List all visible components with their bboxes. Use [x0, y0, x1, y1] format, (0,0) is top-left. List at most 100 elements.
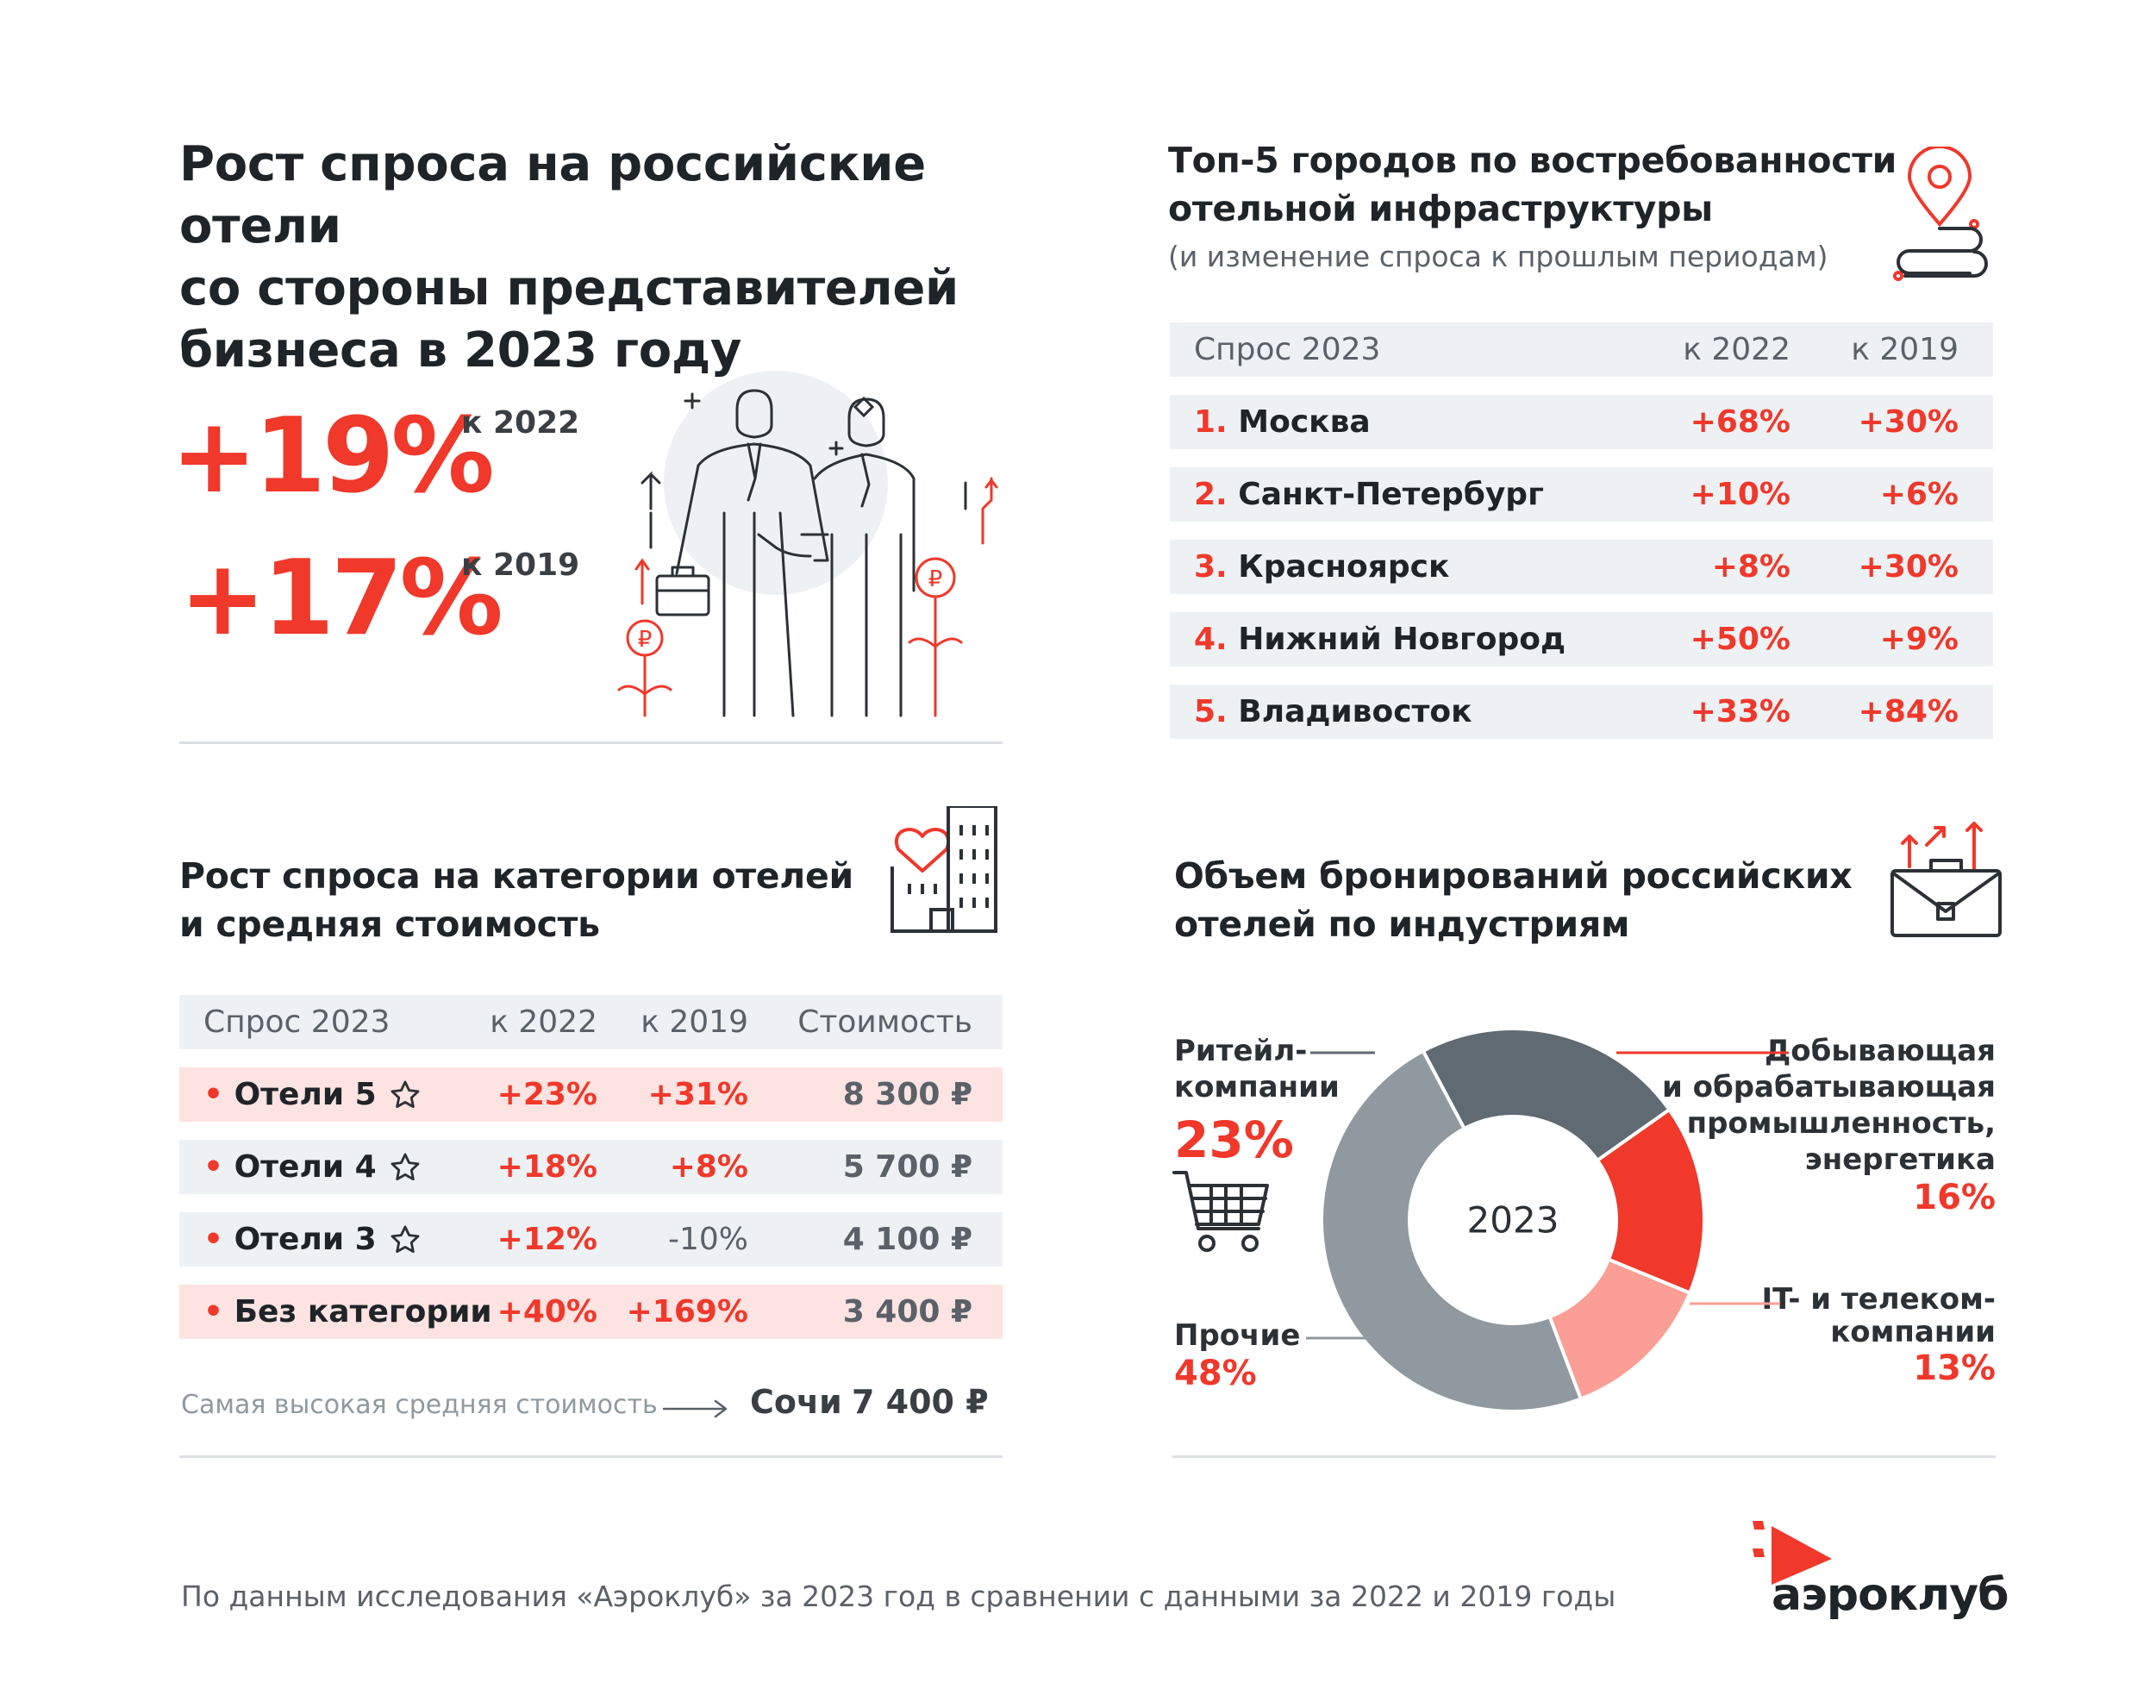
- city-value-2019: +6%: [1879, 477, 1959, 512]
- aeroclub-logo: аэроклуб: [1746, 1517, 2009, 1621]
- city-value-2019: +30%: [1858, 404, 1959, 440]
- briefcase-growth-icon: [1890, 822, 2002, 937]
- svg-text:₽: ₽: [638, 627, 653, 653]
- category-name: Отели 5: [234, 1077, 377, 1112]
- logo-chevron-icon: [1753, 1521, 1832, 1585]
- legend-retail: Ритейл- компании 23%: [1174, 1033, 1340, 1169]
- city-value-2019: +84%: [1858, 694, 1959, 729]
- city-value-2022: +50%: [1690, 622, 1790, 657]
- leader-retail: [1310, 1051, 1375, 1054]
- category-name: Без категории: [234, 1294, 492, 1329]
- city-value-2022: +10%: [1690, 477, 1790, 512]
- city-rank: 1.: [1194, 404, 1228, 440]
- city-name: Владивосток: [1238, 694, 1472, 729]
- svg-text:₽: ₽: [928, 566, 943, 592]
- city-value-2022: +68%: [1690, 404, 1790, 440]
- cities-header-2022: к 2022: [1683, 332, 1790, 367]
- city-row: 1. Москва +68% +30%: [1170, 395, 1993, 449]
- city-rank: 3.: [1194, 549, 1228, 585]
- star-icon: [389, 1223, 422, 1256]
- legend-industry-line-1: Добывающая: [1765, 1034, 1996, 1068]
- categories-title: Рост спроса на категории отелей и средня…: [179, 852, 853, 948]
- divider-top-left: [179, 741, 1003, 744]
- category-value-2022: +18%: [497, 1149, 597, 1185]
- handshake-illustration: ₽ ₽: [617, 371, 998, 717]
- shopping-cart-icon: [1172, 1171, 1269, 1252]
- category-value-2022: +40%: [497, 1294, 597, 1329]
- legend-other-value: 48%: [1174, 1354, 1257, 1393]
- row-bullet: •: [203, 1077, 224, 1112]
- legend-industry-line-4: энергетика: [1804, 1142, 1996, 1177]
- legend-it: IT- и телеком- компании 13%: [1761, 1283, 1996, 1388]
- cities-title-line-1: Топ-5 городов по востребованности: [1168, 140, 1897, 181]
- city-name: Красноярск: [1238, 549, 1450, 585]
- city-rank: 5.: [1194, 694, 1228, 729]
- cities-header-2019: к 2019: [1851, 332, 1959, 367]
- category-value-2019: +8%: [669, 1149, 748, 1185]
- category-value-2019: -10%: [667, 1222, 748, 1257]
- city-row: 5. Владивосток +33% +84%: [1170, 685, 1993, 739]
- leader-industry: [1616, 1051, 1789, 1054]
- legend-retail-line-2: компании: [1174, 1070, 1340, 1104]
- row-bullet: •: [203, 1222, 224, 1257]
- category-price: 8 300 ₽: [842, 1077, 972, 1112]
- industries-donut-chart: 2023: [1320, 1027, 1706, 1413]
- stat-2019-label: к 2019: [461, 547, 580, 583]
- cities-subtitle: (и изменение спроса к прошлым периодам): [1168, 240, 1828, 273]
- categories-header-2019: к 2019: [641, 1004, 748, 1040]
- category-name: Отели 4: [234, 1149, 377, 1185]
- cities-table-header: Спрос 2023 к 2022 к 2019: [1170, 322, 1993, 377]
- legend-retail-line-1: Ритейл-: [1174, 1034, 1308, 1068]
- cities-title: Топ-5 городов по востребованности отельн…: [1168, 136, 1897, 233]
- city-name: Санкт-Петербург: [1238, 477, 1544, 512]
- city-rank: 4.: [1194, 622, 1228, 657]
- category-price: 3 400 ₽: [842, 1294, 972, 1329]
- city-row: 3. Красноярск +8% +30%: [1170, 540, 1993, 594]
- map-pin-route-icon: [1893, 147, 1988, 281]
- city-row: 2. Санкт-Петербург +10% +6%: [1170, 467, 1993, 522]
- legend-other: Прочие 48%: [1174, 1317, 1300, 1393]
- categories-header-price: Стоимость: [797, 1004, 972, 1040]
- source-footnote: По данным исследования «Аэроклуб» за 202…: [181, 1580, 1616, 1613]
- categories-title-line-1: Рост спроса на категории отелей: [179, 855, 853, 897]
- category-row: • Отели 5 +23% +31% 8 300 ₽: [179, 1067, 1003, 1122]
- category-value-2022: +23%: [497, 1077, 597, 1112]
- row-bullet: •: [203, 1149, 224, 1185]
- legend-it-line-2: компании: [1830, 1315, 1996, 1349]
- city-value-2022: +33%: [1690, 694, 1790, 729]
- category-name: Отели 3: [234, 1222, 377, 1257]
- highest-price-label: Самая высокая средняя стоимость: [181, 1390, 658, 1420]
- category-price: 5 700 ₽: [842, 1149, 972, 1185]
- star-icon: [389, 1151, 422, 1184]
- stat-2022-label: к 2022: [461, 405, 580, 441]
- stat-2022-value: +19%: [171, 397, 495, 516]
- divider-bottom-right: [1172, 1455, 1996, 1458]
- donut-center-label: 2023: [1467, 1199, 1559, 1242]
- industries-title-line-2: отелей по индустриям: [1174, 904, 1630, 945]
- category-value-2019: +31%: [647, 1077, 748, 1112]
- city-value-2022: +8%: [1711, 549, 1790, 585]
- donut-slice-retail: [1421, 1027, 1672, 1163]
- categories-table-header: Спрос 2023 к 2022 к 2019 Стоимость: [179, 995, 1003, 1049]
- main-title-line-2: со стороны представителей: [179, 260, 959, 316]
- arrow-right-icon: [662, 1399, 728, 1418]
- star-icon: [389, 1079, 422, 1111]
- highest-price-value: 7 400 ₽: [852, 1383, 989, 1421]
- hotel-building-icon: [891, 806, 997, 933]
- categories-header-2022: к 2022: [490, 1004, 597, 1040]
- main-title-line-1: Рост спроса на российские отели: [179, 136, 926, 254]
- category-row: • Отели 4 +18% +8% 5 700 ₽: [179, 1140, 1003, 1194]
- main-title: Рост спроса на российские отели со сторо…: [179, 134, 1041, 382]
- industries-title-line-1: Объем бронирований российских: [1174, 855, 1853, 897]
- categories-title-line-2: и средняя стоимость: [179, 904, 600, 945]
- city-row: 4. Нижний Новгород +50% +9%: [1170, 612, 1993, 666]
- industries-title: Объем бронирований российских отелей по …: [1174, 852, 1853, 948]
- stat-2019-value: +17%: [179, 539, 503, 659]
- city-name: Нижний Новгород: [1238, 622, 1566, 657]
- leader-it: [1690, 1302, 1780, 1305]
- legend-industry: Добывающая и обрабатывающая промышленнос…: [1662, 1033, 1996, 1217]
- city-rank: 2.: [1194, 477, 1228, 512]
- legend-retail-value: 23%: [1174, 1111, 1294, 1169]
- category-row: • Отели 3 +12% -10% 4 100 ₽: [179, 1212, 1003, 1267]
- leader-other: [1306, 1336, 1371, 1340]
